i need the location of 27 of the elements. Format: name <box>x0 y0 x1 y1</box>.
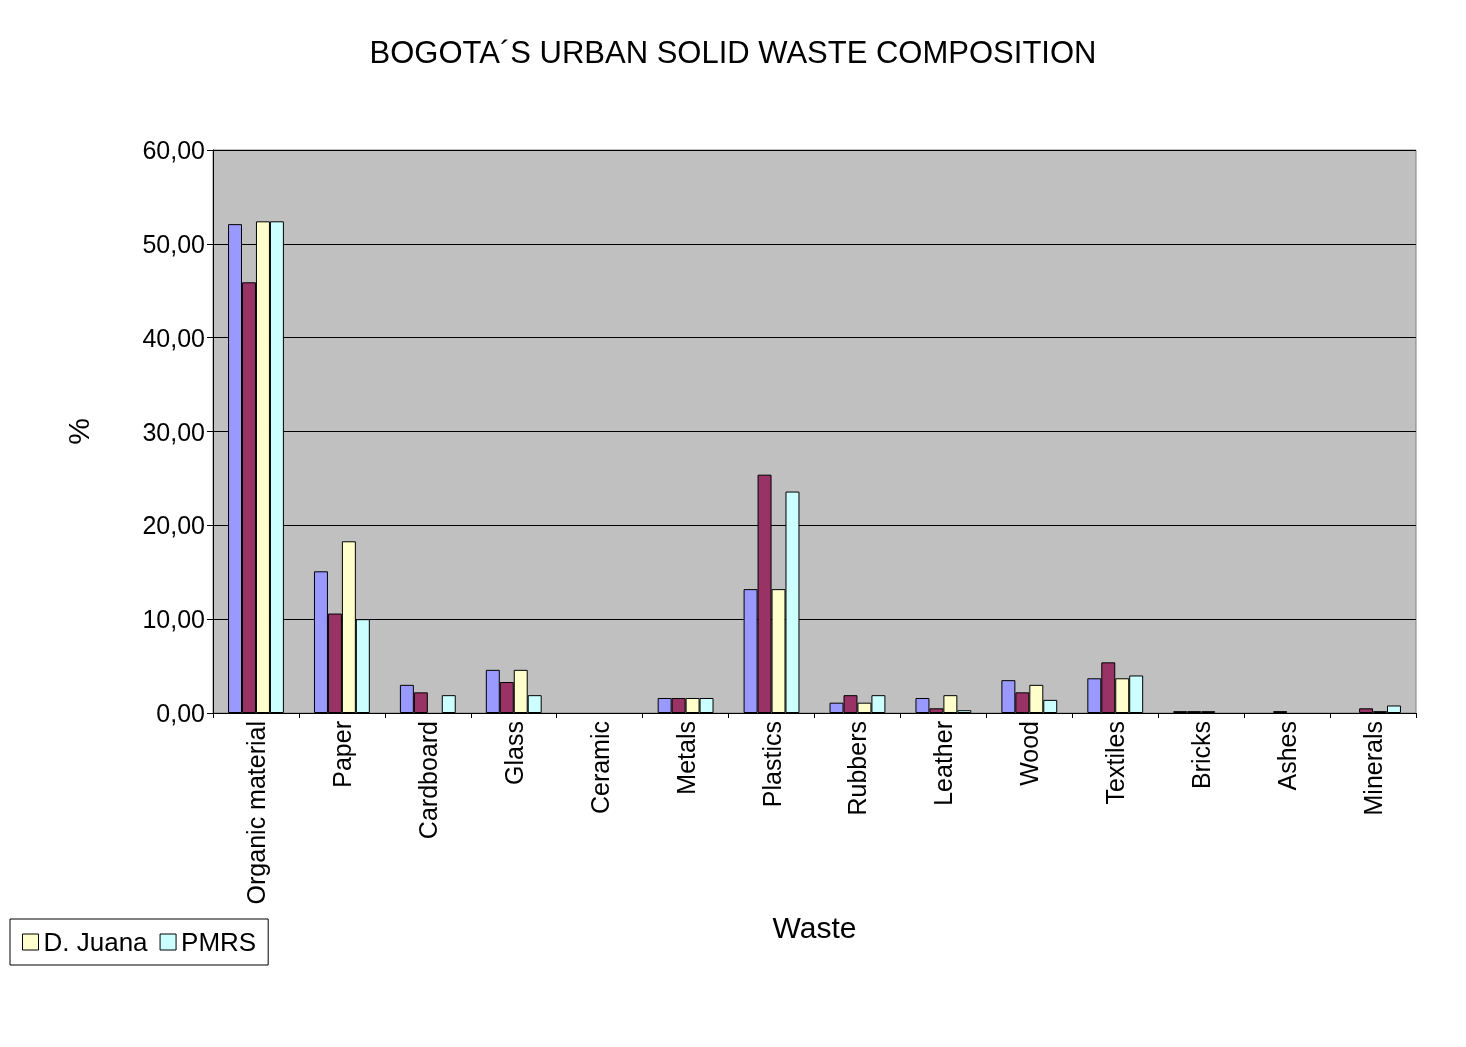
x-tick-label: Minerals <box>1359 721 1388 816</box>
y-tick-label: 0,00 <box>156 699 205 727</box>
legend-label: D. Juana <box>43 927 149 957</box>
x-tick-label: Plastics <box>757 721 786 808</box>
x-tick-label: Ceramic <box>585 721 614 815</box>
x-tick-label: Organic material <box>241 721 270 905</box>
x-tick-label: Wood <box>1015 721 1044 786</box>
x-tick-label: Bricks <box>1187 721 1216 790</box>
y-tick-label: 60,00 <box>142 136 205 164</box>
bar <box>441 695 456 713</box>
x-tick-label: Glass <box>499 721 528 785</box>
x-tick-label: Rubbers <box>843 721 872 816</box>
y-axis-title: % <box>61 418 95 445</box>
y-tick-label: 50,00 <box>142 229 205 258</box>
y-tick-label: 20,00 <box>142 511 205 540</box>
x-tick-label: Textiles <box>1101 721 1130 805</box>
x-axis-title: Waste <box>772 910 857 944</box>
x-tick-label: Metals <box>671 721 700 795</box>
y-tick-label: 30,00 <box>142 417 205 446</box>
x-tick-label: Cardboard <box>413 721 442 840</box>
x-tick-label: Leather <box>929 721 958 806</box>
x-tick-label: Paper <box>327 721 356 788</box>
chart-title: BOGOTA´S URBAN SOLID WASTE COMPOSITION <box>369 35 1097 70</box>
x-tick-label: Ashes <box>1273 721 1302 791</box>
y-tick-label: 10,00 <box>142 605 205 634</box>
legend-label: PMRS <box>181 927 257 957</box>
y-tick-label: 40,00 <box>142 323 205 352</box>
